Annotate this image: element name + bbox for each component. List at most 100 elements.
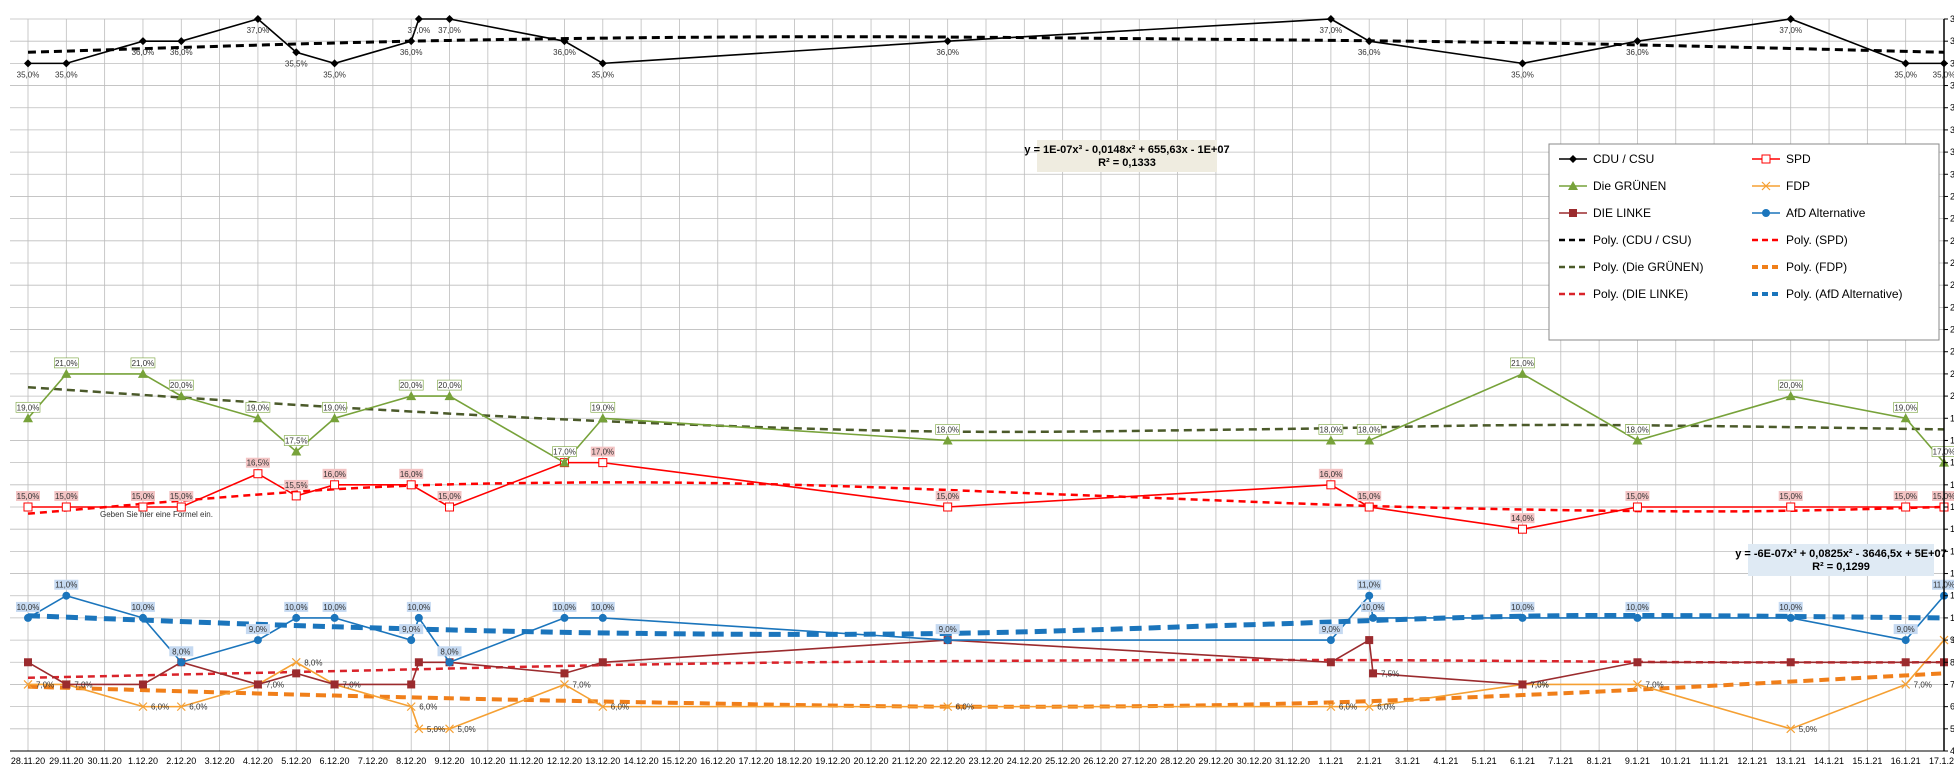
data-label-background	[935, 424, 960, 435]
x-tick-label: 11.1.21	[1699, 756, 1728, 766]
trendline	[27, 658, 1945, 680]
legend-label: Poly. (AfD Alternative)	[1786, 287, 1902, 301]
data-point-square	[414, 658, 423, 667]
data-label-background	[1510, 601, 1535, 612]
data-point-circle	[1326, 636, 1335, 645]
data-label-background	[1893, 401, 1918, 413]
data-label-background	[1510, 357, 1535, 369]
data-label-background	[935, 491, 960, 501]
data-point-triangle	[329, 413, 340, 423]
x-tick-label: 4.1.21	[1433, 756, 1458, 766]
trendline	[27, 35, 1945, 54]
data-point-triangle	[406, 391, 417, 401]
data-point-circle	[598, 613, 607, 622]
trend-equation-box-1: y = 1E-07x³ - 0,0148x² + 655,63x - 1E+07…	[1024, 140, 1230, 172]
data-point-triangle	[23, 413, 33, 423]
data-point-square	[253, 680, 262, 689]
data-label: 15,0%	[132, 492, 155, 501]
x-tick-label: 23.12.20	[968, 756, 1003, 766]
data-point-x	[1326, 702, 1336, 712]
y-tick-label: 18%	[1950, 435, 1954, 445]
legend: CDU / CSU SPD Die GRÜNEN FDP DIE LINKE AfD Al…	[1548, 143, 1940, 341]
x-tick-label: 29.12.20	[1198, 756, 1233, 766]
x-tick-label: 7.1.21	[1548, 756, 1573, 766]
legend-label: Poly. (FDP)	[1786, 260, 1847, 274]
data-label: 15,0%	[1779, 492, 1802, 501]
data-point-x	[406, 702, 416, 712]
data-label: 9,0%	[1897, 625, 1915, 634]
data-label: 37,0%	[438, 26, 461, 35]
data-point-square	[1901, 658, 1910, 667]
data-label-background	[1357, 579, 1382, 590]
data-label-background	[1318, 468, 1343, 479]
x-tick-label: 13.1.21	[1776, 756, 1806, 766]
data-label-background	[130, 601, 155, 612]
data-label: 5,0%	[458, 725, 476, 734]
x-tick-label: 17.12.20	[739, 756, 774, 766]
data-label-background	[1778, 601, 1803, 612]
data-label: 15,5%	[285, 481, 308, 490]
data-point-square	[406, 480, 416, 490]
data-point-diamond	[1518, 59, 1527, 68]
data-label: 7,0%	[343, 680, 361, 689]
data-label: 10,0%	[1626, 603, 1649, 612]
data-label-background	[284, 479, 309, 490]
data-point-triangle	[1632, 435, 1643, 445]
x-tick-label: 15.1.21	[1852, 756, 1882, 766]
data-point-diamond	[253, 15, 262, 23]
data-label: 8,0%	[304, 658, 322, 667]
data-label-background	[1318, 624, 1343, 635]
data-label: 5,0%	[1799, 725, 1817, 734]
data-label: 10,0%	[1779, 603, 1802, 612]
data-point-x	[598, 702, 608, 712]
y-tick-label: 13%	[1950, 546, 1954, 556]
data-label-background	[130, 357, 156, 369]
x-tick-label: 27.12.20	[1122, 756, 1157, 766]
data-point-diamond	[1326, 15, 1335, 23]
y-tick-label: 8%	[1950, 657, 1954, 667]
y-tick-label: 4%	[1950, 746, 1954, 756]
x-tick-label: 13.12.20	[585, 756, 620, 766]
data-label-background	[437, 646, 462, 657]
y-tick-label: 10%	[1950, 613, 1954, 623]
x-tick-label: 6.12.20	[320, 756, 350, 766]
x-tick-label: 3.12.20	[205, 756, 235, 766]
data-label: 9,0%	[249, 625, 267, 634]
y-tick-label: 15%	[1950, 502, 1954, 512]
data-label: 6,0%	[419, 703, 437, 712]
data-label: 37,0%	[1779, 26, 1802, 35]
x-tick-label: 28.12.20	[1160, 756, 1195, 766]
data-point-triangle	[597, 413, 608, 423]
data-label-background	[399, 624, 424, 635]
data-label: 6,0%	[1339, 703, 1357, 712]
data-point-triangle	[1325, 435, 1336, 445]
data-point-triangle	[1568, 181, 1578, 190]
data-label: 18,0%	[1358, 425, 1381, 434]
data-point-circle	[1633, 613, 1642, 622]
data-label: 15,0%	[17, 492, 40, 501]
data-point-x	[1901, 680, 1911, 689]
data-label-background	[1625, 424, 1650, 435]
x-tick-label: 4.12.20	[243, 756, 273, 766]
x-tick-label: 10.12.20	[470, 756, 505, 766]
data-label: 7,0%	[74, 680, 92, 689]
data-label-background	[552, 446, 577, 457]
data-label: 6,0%	[611, 703, 629, 712]
data-point-triangle	[61, 368, 72, 378]
x-tick-label: 14.12.20	[624, 756, 659, 766]
data-label-background	[1625, 601, 1650, 612]
x-tick-label: 5.1.21	[1472, 756, 1497, 766]
data-label: 16,0%	[400, 470, 423, 479]
y-tick-label: 32%	[1950, 125, 1954, 135]
x-tick-label: 16.1.21	[1891, 756, 1921, 766]
data-label-background	[16, 601, 40, 612]
x-tick-label: 31.12.20	[1275, 756, 1310, 766]
data-label-background	[54, 579, 79, 590]
data-label-background	[1778, 379, 1804, 391]
data-label: 16,0%	[1320, 470, 1343, 479]
data-point-square	[138, 502, 148, 512]
data-point-square	[1326, 480, 1336, 490]
data-point-circle	[177, 658, 186, 667]
y-tick-label: 23%	[1950, 325, 1954, 335]
x-tick-label: 17.1.21	[1929, 756, 1954, 766]
